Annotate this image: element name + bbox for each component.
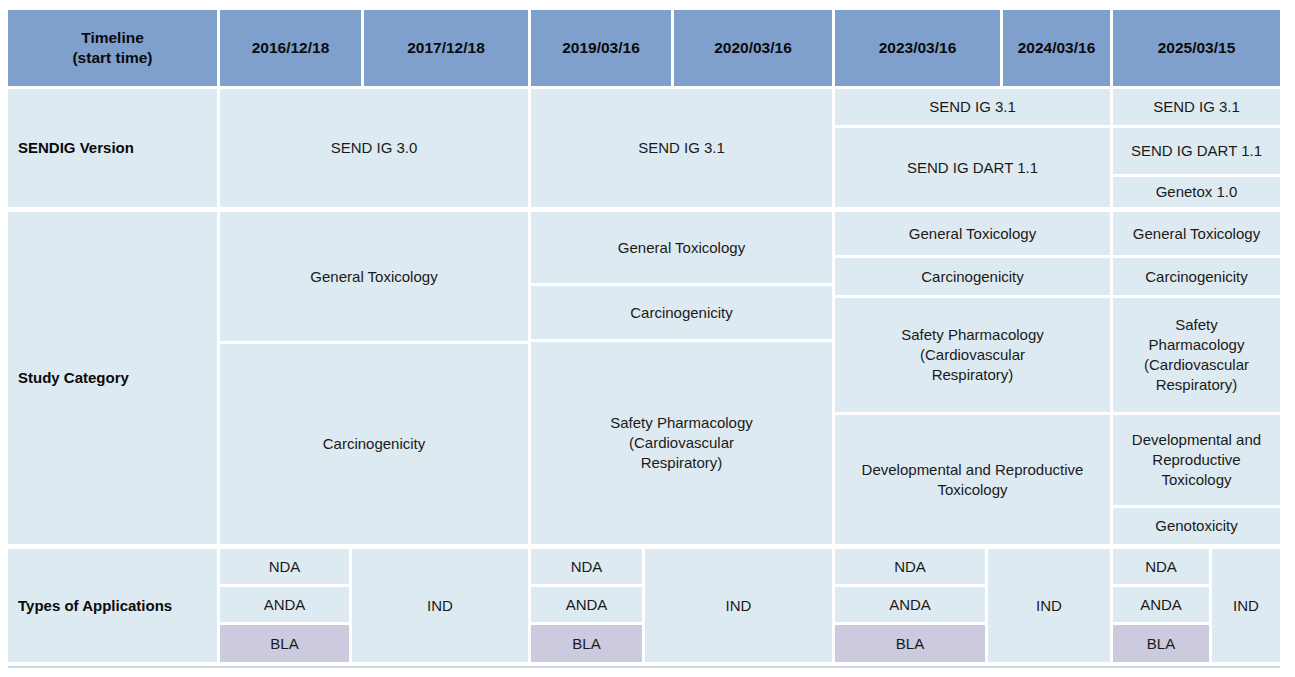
apps-cell-2025-anda: ANDA bbox=[1113, 587, 1209, 622]
row-label-sendig-version: SENDIG Version bbox=[8, 89, 217, 207]
header-cell-date-2023-03-16: 2023/03/16 bbox=[835, 10, 1000, 86]
sendig-cell-2025-send-ig-3-1: SEND IG 3.1 bbox=[1113, 89, 1280, 125]
header-cell-date-2024-03-16: 2024/03/16 bbox=[1003, 10, 1110, 86]
table-bottom-edge bbox=[8, 666, 1280, 668]
apps-cell-2023-nda: NDA bbox=[835, 549, 985, 584]
sendig-cell-2025-genetox-1-0: Genetox 1.0 bbox=[1113, 177, 1280, 207]
study-cell-2023-24-general-toxicology: General Toxicology bbox=[835, 212, 1110, 255]
sendig-cell-2025-send-ig-dart-1-1: SEND IG DART 1.1 bbox=[1113, 128, 1280, 174]
apps-cell-2016-nda: NDA bbox=[220, 549, 349, 584]
study-cell-2019-20-carcinogenicity: Carcinogenicity bbox=[531, 286, 832, 339]
study-cell-2025-general-toxicology: General Toxicology bbox=[1113, 212, 1280, 255]
header-cell-date-2017-12-18: 2017/12/18 bbox=[364, 10, 528, 86]
header-cell-date-2019-03-16: 2019/03/16 bbox=[531, 10, 671, 86]
apps-cell-2017-ind: IND bbox=[352, 549, 528, 662]
study-cell-2025-safety-pharmacology: Safety Pharmacology (Cardiovascular Resp… bbox=[1113, 298, 1280, 412]
apps-cell-2025-ind: IND bbox=[1212, 549, 1280, 662]
sendig-cell-2023-24-send-ig-3-1: SEND IG 3.1 bbox=[835, 89, 1110, 125]
row-label-study-category: Study Category bbox=[8, 212, 217, 544]
row-label-types-of-applications: Types of Applications bbox=[8, 549, 217, 662]
sendig-cell-2019-20-send-ig-3-1: SEND IG 3.1 bbox=[531, 89, 832, 207]
study-cell-2019-20-safety-pharmacology: Safety Pharmacology (Cardiovascular Resp… bbox=[531, 342, 832, 544]
apps-cell-2020-ind: IND bbox=[645, 549, 832, 662]
apps-cell-2019-anda: ANDA bbox=[531, 587, 642, 622]
apps-cell-2016-anda: ANDA bbox=[220, 587, 349, 622]
study-cell-2023-24-safety-pharmacology: Safety Pharmacology (Cardiovascular Resp… bbox=[835, 298, 1110, 412]
apps-cell-2025-bla: BLA bbox=[1113, 625, 1209, 662]
study-cell-2025-genotoxicity: Genotoxicity bbox=[1113, 508, 1280, 544]
apps-cell-2019-nda: NDA bbox=[531, 549, 642, 584]
header-cell-date-2020-03-16: 2020/03/16 bbox=[674, 10, 832, 86]
study-cell-2025-developmental-reproductive: Developmental and Reproductive Toxicolog… bbox=[1113, 415, 1280, 505]
timeline-table: Timeline (start time) 2016/12/18 2017/12… bbox=[0, 0, 1295, 677]
apps-cell-2016-bla: BLA bbox=[220, 625, 349, 662]
study-cell-2023-24-developmental-reproductive: Developmental and Reproductive Toxicolog… bbox=[835, 415, 1110, 544]
apps-cell-2025-nda: NDA bbox=[1113, 549, 1209, 584]
study-cell-2019-20-general-toxicology: General Toxicology bbox=[531, 212, 832, 283]
sendig-cell-2016-17-send-ig-3-0: SEND IG 3.0 bbox=[220, 89, 528, 207]
header-cell-date-2016-12-18: 2016/12/18 bbox=[220, 10, 361, 86]
study-cell-2025-carcinogenicity: Carcinogenicity bbox=[1113, 258, 1280, 295]
apps-cell-2019-bla: BLA bbox=[531, 625, 642, 662]
study-cell-2016-17-general-toxicology: General Toxicology bbox=[220, 212, 528, 341]
header-cell-date-2025-03-15: 2025/03/15 bbox=[1113, 10, 1280, 86]
header-cell-timeline: Timeline (start time) bbox=[8, 10, 217, 86]
apps-cell-2023-anda: ANDA bbox=[835, 587, 985, 622]
apps-cell-2024-ind: IND bbox=[988, 549, 1110, 662]
apps-cell-2023-bla: BLA bbox=[835, 625, 985, 662]
study-cell-2023-24-carcinogenicity: Carcinogenicity bbox=[835, 258, 1110, 295]
sendig-cell-2023-24-send-ig-dart-1-1: SEND IG DART 1.1 bbox=[835, 128, 1110, 207]
study-cell-2016-17-carcinogenicity: Carcinogenicity bbox=[220, 344, 528, 544]
